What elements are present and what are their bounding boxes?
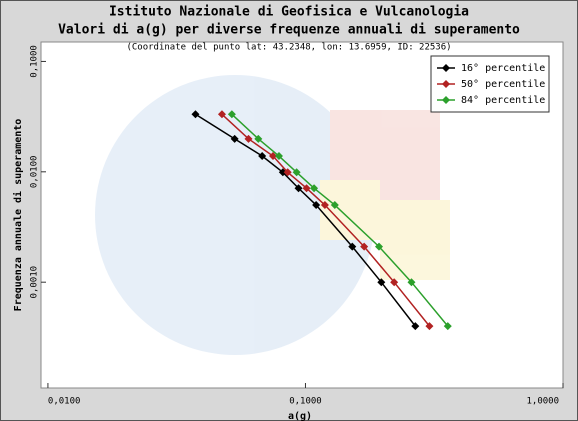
note: (Coordinate del punto lat: 43.2348, lon:… xyxy=(126,43,451,53)
data-point xyxy=(244,134,253,143)
title: Istituto Nazionale di Geofisica e Vulcan… xyxy=(109,5,469,20)
y-tick-label: 0,0100 xyxy=(30,156,40,189)
data-point xyxy=(217,110,226,119)
legend-label: 50° percentile xyxy=(461,79,545,90)
x-tick-label: 1,0000 xyxy=(526,397,559,407)
data-point xyxy=(375,242,384,251)
x-tick-label: 0,0100 xyxy=(48,397,81,407)
data-point xyxy=(294,184,303,193)
data-point xyxy=(411,322,420,331)
legend-label: 16° percentile xyxy=(461,63,545,74)
data-point xyxy=(230,134,239,143)
legend-marker xyxy=(442,80,450,88)
data-point xyxy=(254,134,263,143)
x-axis-label: a(g) xyxy=(288,411,312,421)
data-point xyxy=(312,201,321,210)
data-point xyxy=(268,152,277,161)
data-point xyxy=(425,322,434,331)
x-tick-label: 0,1000 xyxy=(289,397,322,407)
data-point xyxy=(443,322,452,331)
y-tick-label: 0,1000 xyxy=(30,45,40,78)
subtitle: Valori di a(g) per diverse frequenze ann… xyxy=(58,23,520,38)
legend-marker xyxy=(442,96,450,104)
data-point xyxy=(407,278,416,287)
data-point xyxy=(292,168,301,177)
legend: 16° percentile 50° percentile 84° percenti… xyxy=(430,55,550,113)
legend-label: 84° percentile xyxy=(461,95,545,106)
data-point xyxy=(302,184,311,193)
data-point xyxy=(320,201,329,210)
data-point xyxy=(390,278,399,287)
data-point xyxy=(377,278,386,287)
legend-marker xyxy=(442,64,450,72)
data-point xyxy=(360,242,369,251)
data-point xyxy=(274,152,283,161)
data-point xyxy=(227,110,236,119)
data-point xyxy=(278,168,287,177)
data-point xyxy=(310,184,319,193)
data-point xyxy=(348,242,357,251)
data-point xyxy=(191,110,200,119)
data-point xyxy=(283,168,292,177)
data-point xyxy=(330,201,339,210)
y-tick-label: 0,0010 xyxy=(30,266,40,299)
y-axis-label: Frequenza annuale di superamento xyxy=(12,119,24,312)
data-point xyxy=(258,152,267,161)
